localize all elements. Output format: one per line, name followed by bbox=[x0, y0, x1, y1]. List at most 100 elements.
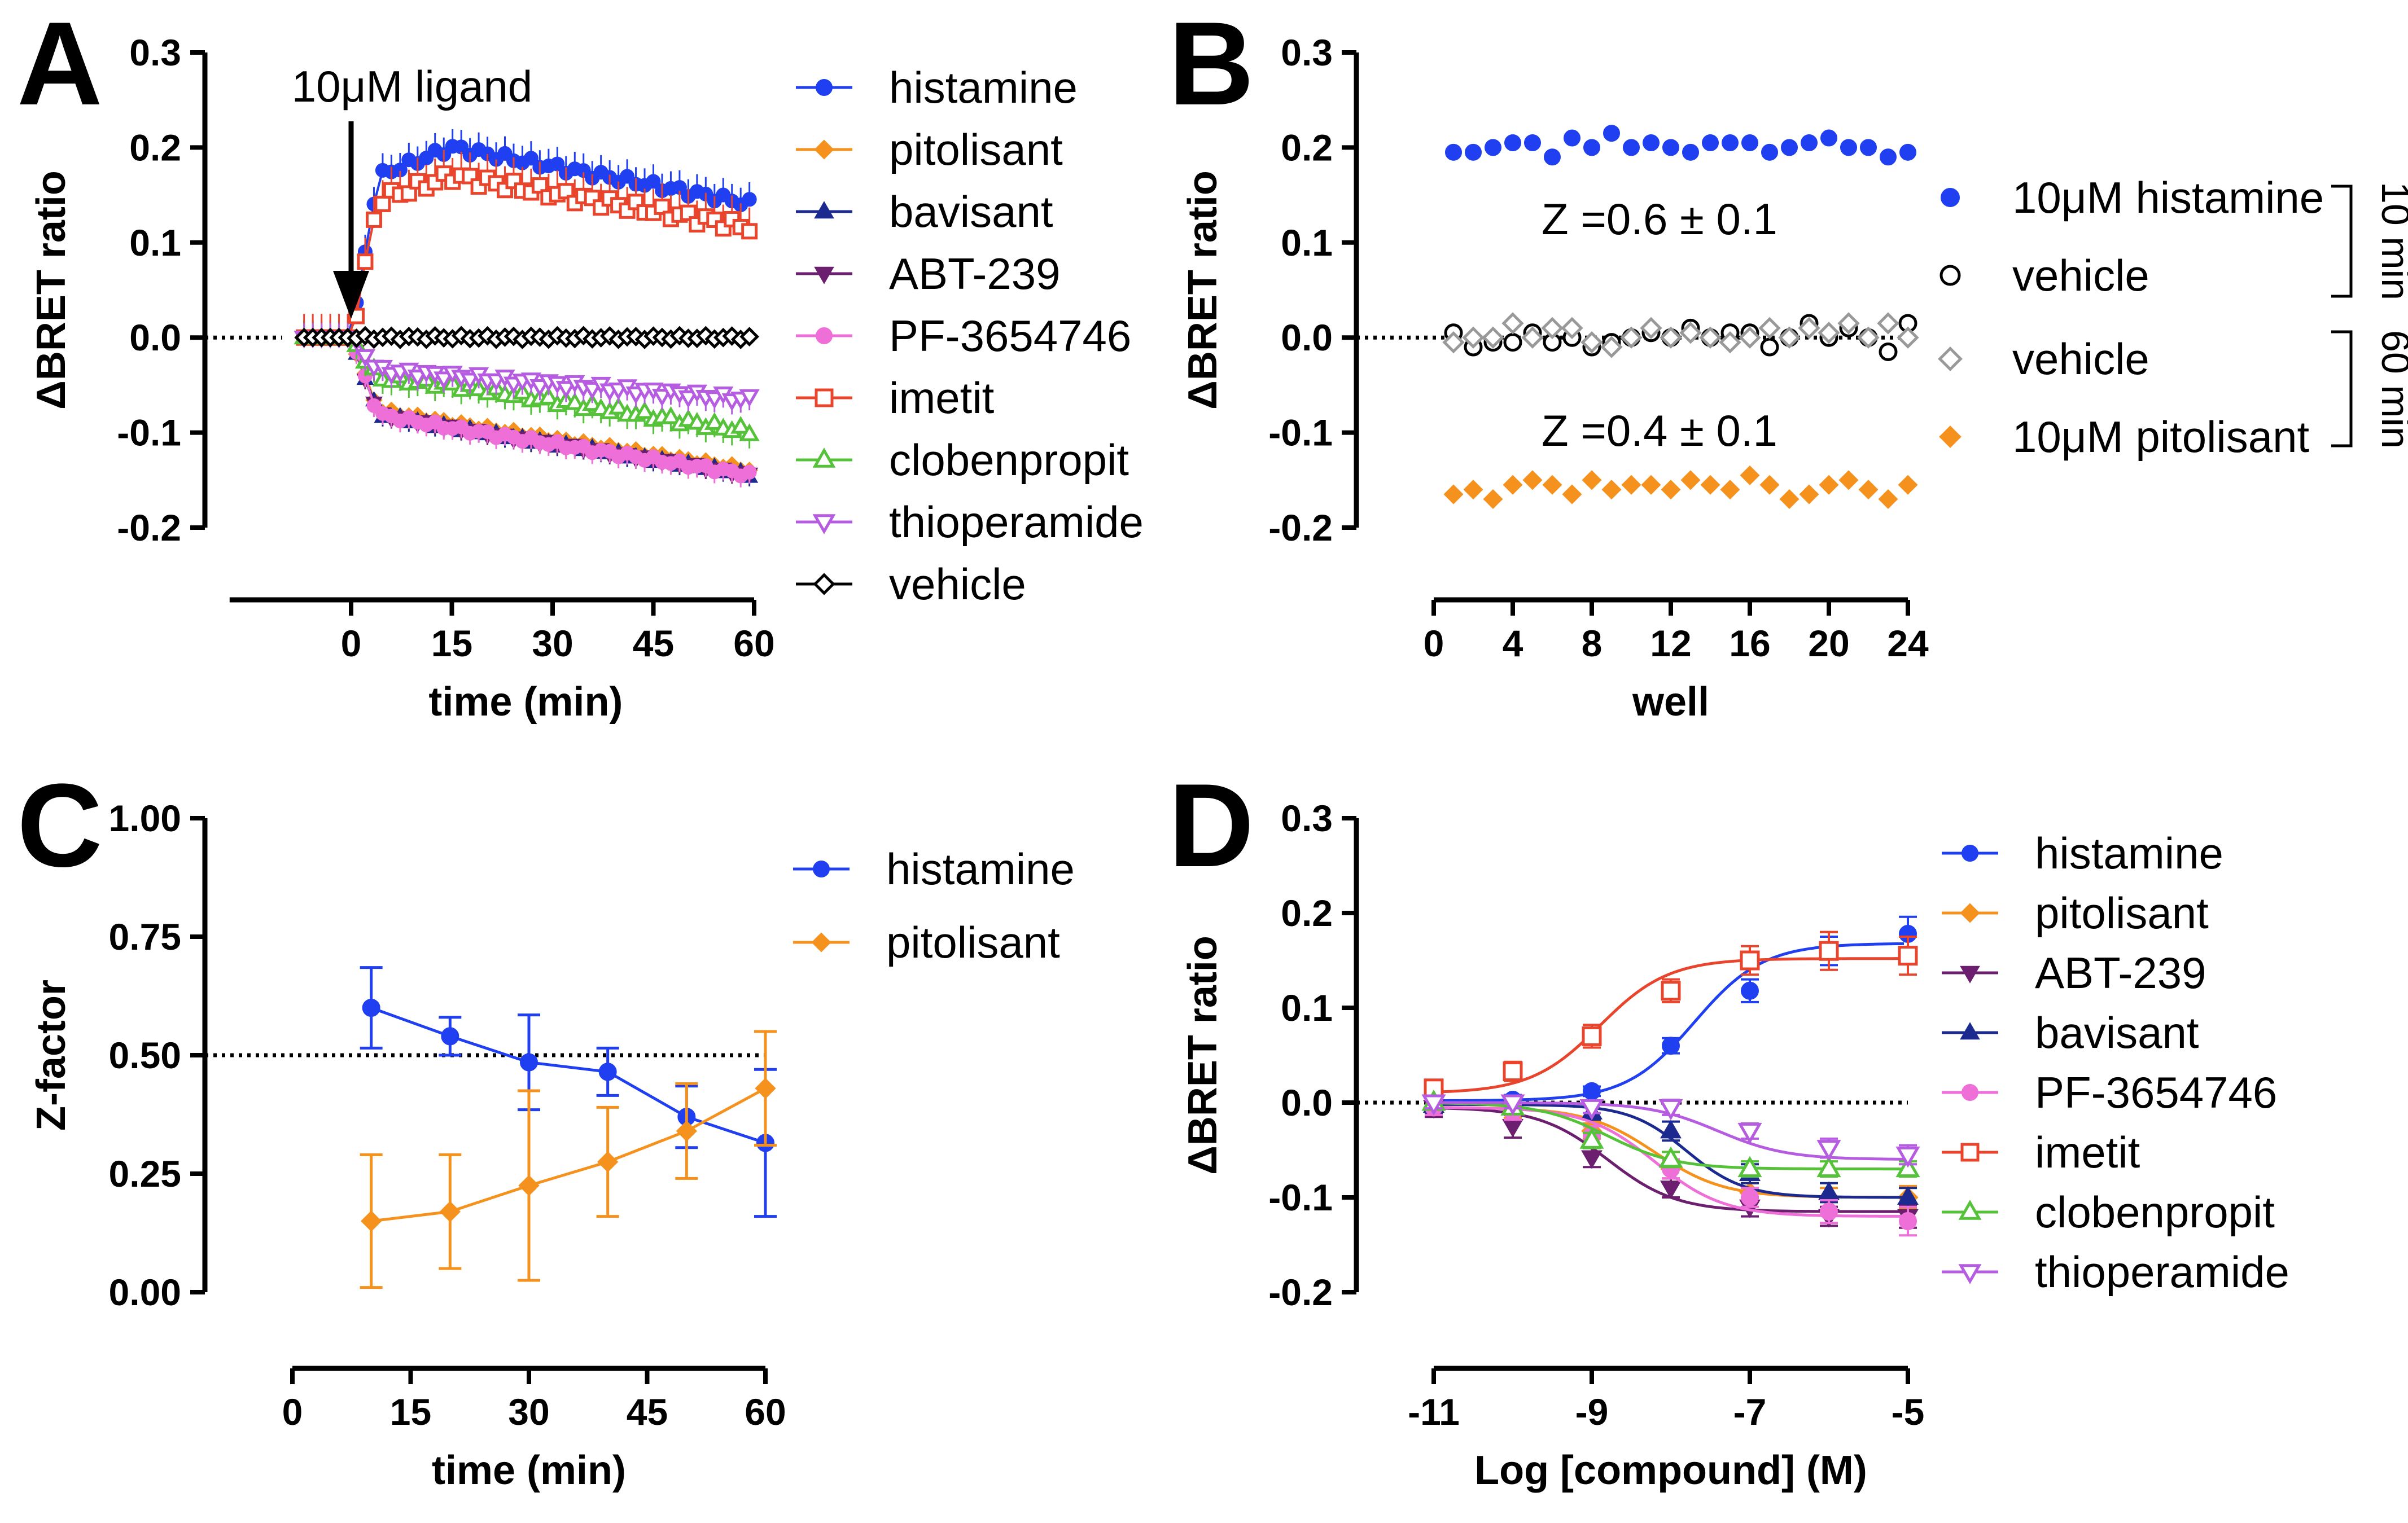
d-legend-marker bbox=[1960, 1143, 1980, 1162]
d-legend-label: imetit bbox=[2035, 1127, 2140, 1177]
data-point-vehicle bbox=[1442, 331, 1465, 354]
data-point-10μM pitolisant bbox=[1819, 475, 1839, 495]
d-legend-label: PF-3654746 bbox=[2035, 1068, 2277, 1117]
b-legend-label: vehicle bbox=[2012, 251, 2149, 300]
y-tick-label: 0.3 bbox=[1281, 797, 1333, 839]
c-legend-label: histamine bbox=[886, 844, 1075, 894]
a-legend-marker bbox=[816, 327, 833, 344]
data-point-vehicle bbox=[1877, 312, 1899, 335]
data-point-PF-3654746 bbox=[1899, 1212, 1917, 1230]
data-point-imetit bbox=[584, 190, 601, 207]
x-tick-label: 60 bbox=[733, 622, 774, 664]
data-point-thioperamide bbox=[1658, 1099, 1683, 1121]
data-point-thioperamide bbox=[1500, 1094, 1525, 1116]
data-point-10μM pitolisant bbox=[1542, 475, 1562, 495]
data-point-pitolisant bbox=[755, 1078, 776, 1099]
y-tick-label: 0.75 bbox=[109, 916, 181, 958]
d-legend-marker bbox=[1960, 903, 1980, 923]
data-point-vehicle bbox=[1580, 331, 1603, 354]
data-point-vehicle bbox=[1482, 326, 1504, 349]
data-point-10μM histamine bbox=[1860, 139, 1877, 156]
x-tick-label: 24 bbox=[1887, 622, 1929, 664]
series-line-histamine bbox=[370, 1006, 766, 1144]
d-legend-label: ABT-239 bbox=[2035, 948, 2206, 998]
data-point-bavisant bbox=[1818, 1181, 1840, 1200]
data-point-10μM pitolisant bbox=[1898, 475, 1918, 495]
data-point-imetit bbox=[1661, 981, 1681, 1001]
a-legend-marker bbox=[812, 514, 836, 534]
data-point-thioperamide bbox=[354, 349, 376, 367]
data-point-10μM pitolisant bbox=[1759, 475, 1780, 495]
y-tick-label: 1.00 bbox=[109, 797, 181, 839]
data-point-histamine bbox=[1741, 981, 1759, 1000]
data-point-vehicle bbox=[1640, 317, 1662, 339]
data-point-vehicle bbox=[1879, 342, 1898, 361]
data-point-vehicle bbox=[1837, 312, 1860, 335]
data-point-thioperamide bbox=[1737, 1122, 1762, 1144]
data-point-clobenpropit bbox=[1816, 1156, 1841, 1178]
data-point-imetit bbox=[706, 211, 723, 228]
bracket-60min bbox=[2331, 330, 2353, 447]
z-factor-annotation-pitolisant: Z =0.4 ± 0.1 bbox=[1542, 406, 1777, 455]
x-tick-label: 60 bbox=[745, 1391, 786, 1433]
x-tick-label: 0 bbox=[282, 1391, 303, 1433]
data-point-10μM pitolisant bbox=[1838, 470, 1859, 490]
data-point-10μM histamine bbox=[1761, 143, 1778, 161]
data-point-bavisant bbox=[1897, 1186, 1919, 1205]
x-tick-label: 16 bbox=[1729, 622, 1770, 664]
x-tick-label: 0 bbox=[1424, 622, 1444, 664]
data-point-10μM pitolisant bbox=[1483, 489, 1503, 509]
data-point-10μM histamine bbox=[1603, 125, 1620, 142]
c-legend-marker bbox=[813, 861, 830, 877]
data-point-10μM histamine bbox=[1899, 143, 1916, 161]
data-point-imetit bbox=[365, 211, 382, 228]
data-point-imetit bbox=[1582, 1026, 1602, 1046]
data-point-imetit bbox=[1503, 1061, 1523, 1082]
data-point-10μM pitolisant bbox=[1700, 475, 1720, 495]
data-point-histamine bbox=[523, 151, 538, 166]
data-point-vehicle bbox=[1699, 326, 1722, 349]
d-legend-marker bbox=[1958, 1200, 1982, 1220]
panel-label-d: D bbox=[1168, 759, 1254, 892]
y-axis-label: ΔBRET ratio bbox=[1180, 170, 1225, 410]
data-point-thioperamide bbox=[1579, 1099, 1604, 1121]
y-tick-label: 0.1 bbox=[1281, 987, 1333, 1029]
data-point-clobenpropit bbox=[730, 416, 751, 434]
data-point-10μM pitolisant bbox=[1503, 475, 1523, 495]
data-point-thioperamide bbox=[1421, 1094, 1446, 1116]
data-point-10μM histamine bbox=[1504, 134, 1521, 151]
data-point-10μM pitolisant bbox=[1463, 480, 1483, 500]
b-legend-label: 10μM histamine bbox=[2012, 173, 2324, 222]
panel-d: D -0.2 -0.1 0.0 0.1 0.2 0.3 -11 -9 -7 -5 Log [comp… bbox=[1168, 759, 2289, 1493]
data-point-thioperamide bbox=[678, 390, 699, 409]
data-point-ABT-239 bbox=[1502, 1119, 1523, 1138]
data-point-10μM pitolisant bbox=[1799, 484, 1819, 504]
data-point-10μM pitolisant bbox=[1522, 470, 1543, 490]
data-point-10μM pitolisant bbox=[1858, 480, 1879, 500]
data-point-thioperamide bbox=[555, 381, 576, 399]
a-legend-label: clobenpropit bbox=[889, 435, 1129, 485]
a-legend-label: histamine bbox=[889, 63, 1078, 112]
data-point-10μM pitolisant bbox=[1720, 480, 1740, 500]
d-legend-marker bbox=[1958, 1264, 1982, 1284]
data-point-imetit bbox=[1819, 941, 1839, 961]
data-point-10μM pitolisant bbox=[1582, 470, 1602, 490]
a-legend-marker bbox=[813, 573, 835, 595]
x-tick-label: -5 bbox=[1892, 1391, 1925, 1433]
x-tick-label: 15 bbox=[390, 1391, 431, 1433]
data-point-10μM histamine bbox=[1682, 143, 1699, 161]
data-point-pitolisant bbox=[597, 1151, 619, 1173]
data-point-10μM histamine bbox=[1485, 139, 1501, 156]
x-tick-label: -9 bbox=[1575, 1391, 1609, 1433]
x-axis-label: Log [compound] (M) bbox=[1474, 1448, 1867, 1493]
x-tick-label: 45 bbox=[627, 1391, 668, 1433]
data-point-10μM pitolisant bbox=[1740, 465, 1760, 485]
data-point-thioperamide bbox=[434, 371, 454, 389]
d-legend-marker bbox=[1960, 1022, 1980, 1040]
panel-label-c: C bbox=[17, 759, 103, 892]
data-point-10μM pitolisant bbox=[1621, 475, 1641, 495]
data-point-thioperamide bbox=[459, 372, 480, 391]
data-point-vehicle bbox=[1758, 317, 1781, 339]
y-tick-label: 0.1 bbox=[129, 222, 181, 264]
data-point-ABT-239 bbox=[1660, 1180, 1682, 1200]
